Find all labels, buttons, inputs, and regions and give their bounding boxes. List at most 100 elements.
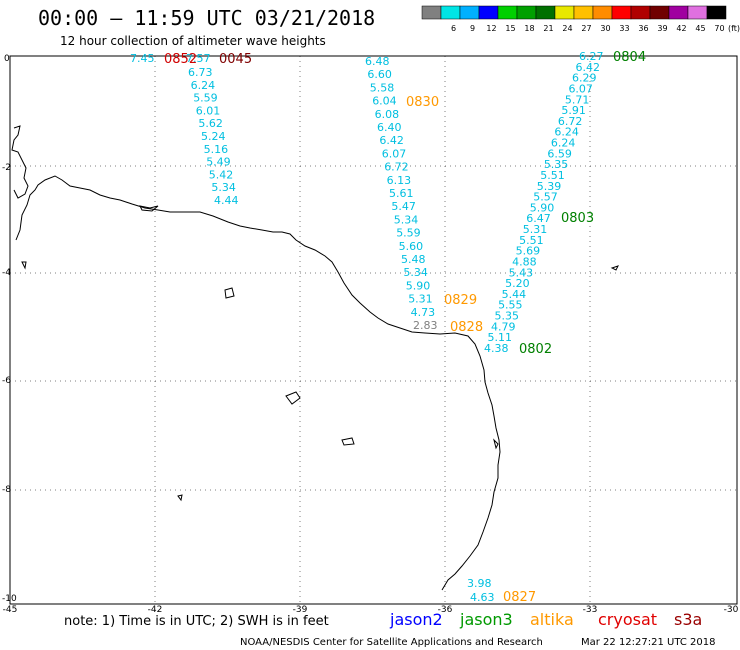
legend-swatch xyxy=(592,5,613,20)
wave-height-value: 6.04 xyxy=(372,95,397,108)
legend-label: 39 xyxy=(657,24,667,33)
legend-unit: (ft) xyxy=(728,24,740,33)
legend-swatch xyxy=(630,5,651,20)
wave-height-value: 5.34 xyxy=(403,266,428,279)
legend-swatch xyxy=(554,5,575,20)
pass-label: 0852 xyxy=(164,52,197,67)
wave-height-value: 5.44 xyxy=(502,288,527,301)
lat-tick: 0 xyxy=(4,54,10,64)
lon-tick: -36 xyxy=(438,605,453,615)
longitude-axis: -45 -42 -39 -36 -33 -30 xyxy=(3,605,739,615)
legend-swatch xyxy=(649,5,670,20)
map-title: 00:00 – 11:59 UTC 03/21/2018 xyxy=(38,6,375,30)
wave-height-value: 6.07 xyxy=(568,82,593,95)
wave-height-value: 5.42 xyxy=(209,168,234,181)
lat-lon-grid xyxy=(10,56,737,604)
wave-height-value: 4.79 xyxy=(491,320,516,333)
pass-label: 0830 xyxy=(406,95,439,110)
wave-height-value: 5.59 xyxy=(193,92,218,105)
wave-height-value: 5.34 xyxy=(211,181,236,194)
wave-height-value: 5.34 xyxy=(394,213,419,226)
wave-height-value: 6.27 xyxy=(579,50,604,63)
legend-label: 70 xyxy=(714,24,724,33)
wave-height-value: 5.47 xyxy=(391,200,416,213)
legend-label: 36 xyxy=(638,24,648,33)
wave-height-value: 5.51 xyxy=(519,234,544,247)
wave-height-value: 5.20 xyxy=(505,277,529,290)
wave-height-legend: 6 9 12 15 18 21 24 27 30 33 36 39 42 45 70 (ft) xyxy=(421,5,740,33)
wave-height-value: 7.57 xyxy=(186,52,211,65)
wave-height-value: 6.48 xyxy=(365,55,390,68)
wave-height-value: 7.45 xyxy=(130,52,155,65)
legend-swatch xyxy=(687,5,708,20)
wave-height-value: 6.13 xyxy=(387,174,412,187)
legend-swatch xyxy=(497,5,518,20)
legend-swatch xyxy=(611,5,632,20)
wave-height-value: 4.88 xyxy=(512,255,537,268)
legend-swatch xyxy=(706,5,727,20)
lon-tick: -39 xyxy=(293,605,308,615)
mission-jason3: jason3 xyxy=(459,610,513,629)
map-subtitle: 12 hour collection of altimeter wave hei… xyxy=(60,34,326,48)
pass-label: 0827 xyxy=(503,590,536,605)
lat-tick: -4 xyxy=(2,268,11,278)
wave-height-value: 6.47 xyxy=(526,212,551,225)
mission-legend: jason2 jason3 altika cryosat s3a xyxy=(389,610,702,629)
legend-swatch xyxy=(478,5,499,20)
wave-height-value: 5.48 xyxy=(401,253,426,266)
wave-height-value: 5.49 xyxy=(206,156,231,169)
lat-tick: -10 xyxy=(2,594,17,604)
pass-label: 0802 xyxy=(519,342,552,357)
footer-note: note: 1) Time is in UTC; 2) SWH is in fe… xyxy=(64,614,329,629)
map-frame xyxy=(9,55,738,605)
wave-height-value: 6.40 xyxy=(377,121,402,134)
wave-height-value: 5.59 xyxy=(396,227,421,240)
lat-tick: -2 xyxy=(2,163,11,173)
pass-label: 0045 xyxy=(219,52,252,67)
wave-height-value: 5.71 xyxy=(565,93,590,106)
wave-height-value: 5.62 xyxy=(198,117,223,130)
wave-height-value: 5.57 xyxy=(533,191,558,204)
wave-height-value: 5.91 xyxy=(561,104,586,117)
wave-height-value: 6.08 xyxy=(375,108,400,121)
wave-height-value: 6.59 xyxy=(547,147,572,160)
legend-label: 6 xyxy=(451,24,456,33)
pass-label: 0804 xyxy=(613,50,646,65)
wave-height-value: 5.35 xyxy=(544,158,569,171)
lon-tick: -42 xyxy=(148,605,163,615)
mission-altika: altika xyxy=(530,610,574,629)
wave-height-value: 5.90 xyxy=(406,279,431,292)
lat-tick: -6 xyxy=(2,376,11,386)
wave-height-value: 5.16 xyxy=(204,143,229,156)
wave-height-value: 6.42 xyxy=(379,134,404,147)
latitude-axis: 0 -2 -4 -6 -8 -10 xyxy=(2,54,17,604)
wave-height-value: 6.42 xyxy=(575,61,600,74)
wave-height-value: 5.58 xyxy=(370,81,395,94)
wave-height-value: 5.60 xyxy=(399,240,424,253)
legend-label: 24 xyxy=(562,24,572,33)
wave-height-value: 5.61 xyxy=(389,187,414,200)
legend-label: 30 xyxy=(600,24,610,33)
wave-height-value: 3.98 xyxy=(467,577,492,590)
lon-tick: -30 xyxy=(724,605,739,615)
legend-label: 33 xyxy=(619,24,629,33)
pass-label: 0829 xyxy=(444,293,477,308)
wave-height-value: 5.43 xyxy=(509,266,534,279)
wave-height-value: 5.11 xyxy=(488,331,513,344)
wave-height-value: 6.72 xyxy=(384,161,409,174)
wave-height-value: 5.90 xyxy=(530,201,555,214)
legend-swatch xyxy=(459,5,480,20)
wave-height-value: 4.38 xyxy=(484,342,509,355)
wave-height-value: 5.55 xyxy=(498,299,523,312)
wave-height-value: 5.35 xyxy=(495,310,520,323)
mission-jason2: jason2 xyxy=(389,610,443,629)
lon-tick: -33 xyxy=(583,605,598,615)
legend-swatch xyxy=(668,5,689,20)
wave-height-value: 4.63 xyxy=(470,591,495,604)
legend-swatch xyxy=(516,5,537,20)
legend-swatch xyxy=(535,5,556,20)
wave-height-value: 6.60 xyxy=(367,68,392,81)
legend-swatch xyxy=(440,5,461,20)
wave-height-value: 5.69 xyxy=(516,245,541,258)
